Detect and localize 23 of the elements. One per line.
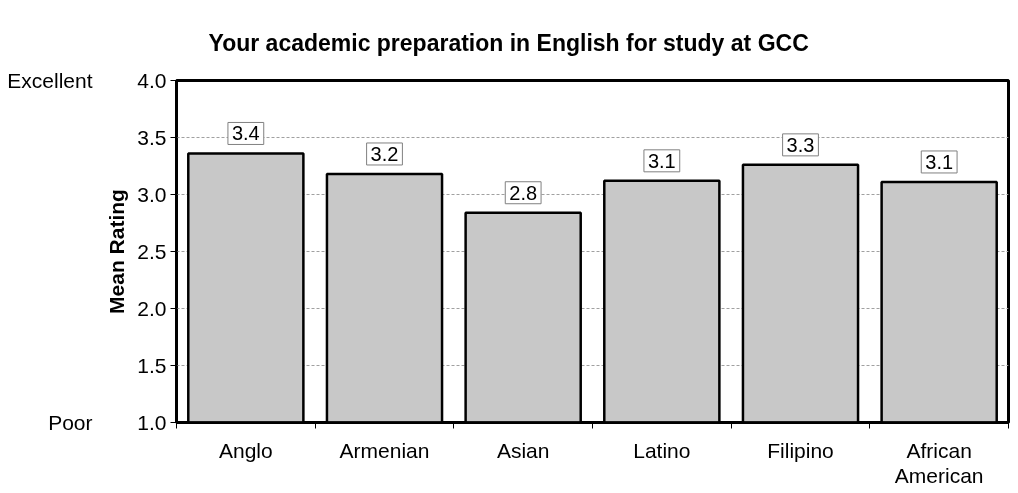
y-tick-label: 3.5 xyxy=(137,125,167,149)
x-tick-label: Armenian xyxy=(339,438,430,462)
x-tick-label: African American xyxy=(894,438,984,487)
y-tick-label: 1.5 xyxy=(137,353,167,377)
y-tick-label: 3.0 xyxy=(137,182,167,206)
data-label: 3.4 xyxy=(231,122,260,145)
y-tick-label: 1.0 xyxy=(137,410,167,434)
data-label: 2.8 xyxy=(509,181,538,204)
data-label: 3.1 xyxy=(647,149,676,172)
y-tick-label: 2.5 xyxy=(137,239,167,263)
chart-title: Your academic preparation in English for study at GCC xyxy=(208,29,809,56)
x-tick-label: Anglo xyxy=(218,438,273,462)
data-label: 3.3 xyxy=(786,133,815,156)
y-axis-title: Mean Rating xyxy=(105,189,129,314)
text: Excellent xyxy=(7,69,93,92)
x-tick-label: Filipino xyxy=(767,438,834,462)
y-tick-label: 2.0 xyxy=(137,296,167,320)
text: Poor xyxy=(48,411,93,434)
data-label: 3.2 xyxy=(370,142,399,165)
y-tick-label: 4.0 xyxy=(137,68,167,92)
data-label: 3.1 xyxy=(925,150,954,173)
x-tick-label: Asian xyxy=(496,438,550,462)
x-tick-label: Latino xyxy=(633,438,691,462)
